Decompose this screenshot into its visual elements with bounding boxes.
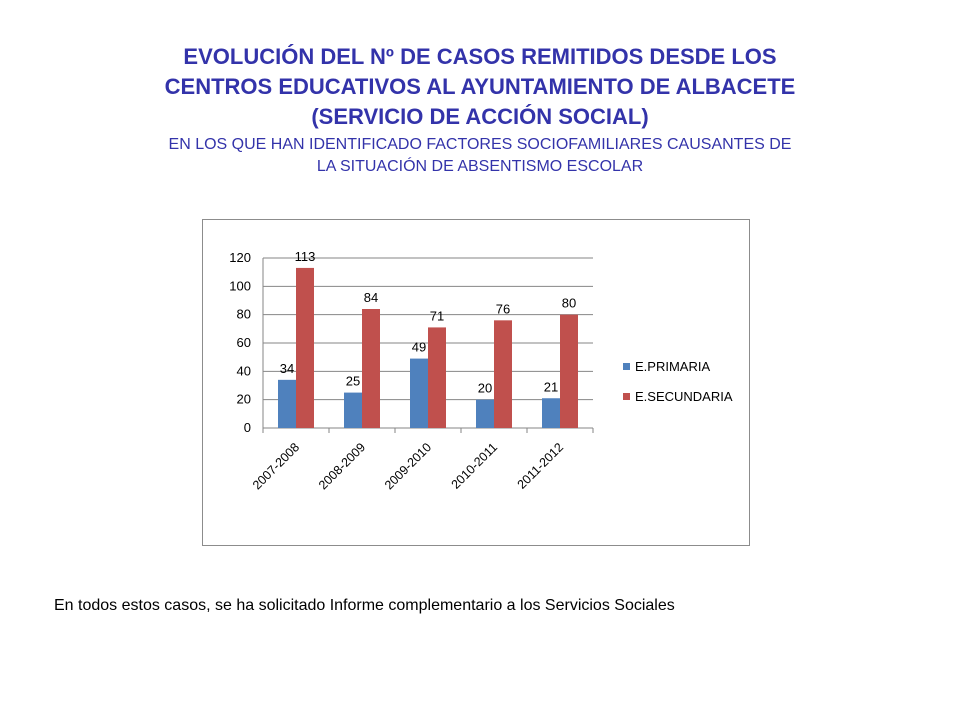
bar — [278, 379, 296, 428]
y-tick-label: 0 — [244, 420, 251, 435]
slide-title: EVOLUCIÓN DEL Nº DE CASOS REMITIDOS DESD… — [164, 44, 796, 129]
data-label: 113 — [295, 249, 316, 264]
chart-frame: 0 20 40 60 80 100 120 34 113 2007-2008 25 84 2008-20… — [202, 219, 750, 546]
legend-swatch — [623, 363, 630, 370]
footnote: En todos estos casos, se ha solicitado I… — [54, 597, 675, 614]
data-label: 49 — [412, 340, 426, 355]
bar — [362, 309, 380, 428]
bar-chart: 0 20 40 60 80 100 120 34 113 2007-2008 25 84 2008-20… — [229, 249, 733, 492]
data-label: 76 — [496, 301, 510, 316]
slide-subtitle: EN LOS QUE HAN IDENTIFICADO FACTORES SOC… — [168, 136, 792, 175]
data-label: 25 — [346, 374, 360, 389]
bar — [344, 392, 362, 428]
bar — [542, 398, 560, 428]
y-tick-label: 120 — [229, 250, 251, 265]
y-tick-label: 100 — [229, 278, 251, 293]
bar — [296, 267, 314, 428]
legend-label: E.SECUNDARIA — [635, 389, 733, 404]
legend-swatch — [623, 393, 630, 400]
bar — [428, 327, 446, 428]
bar — [494, 320, 512, 428]
bar — [476, 399, 494, 428]
x-tick-label: 2008-2009 — [316, 440, 368, 492]
bar — [560, 314, 578, 428]
y-tick-label: 80 — [237, 307, 251, 322]
x-tick-label: 2010-2011 — [449, 440, 501, 492]
data-label: 84 — [364, 290, 378, 305]
x-tick-label: 2011-2012 — [515, 440, 567, 492]
data-label: 71 — [430, 308, 444, 323]
data-label: 34 — [280, 361, 294, 376]
data-label: 20 — [478, 381, 492, 396]
x-tick-label: 2009-2010 — [382, 440, 434, 492]
data-label: 21 — [544, 379, 558, 394]
bar — [410, 358, 428, 428]
y-tick-label: 60 — [237, 335, 251, 350]
legend-label: E.PRIMARIA — [635, 359, 710, 374]
x-tick-label: 2007-2008 — [250, 440, 302, 492]
y-tick-label: 20 — [237, 392, 251, 407]
title-block: EVOLUCIÓN DEL Nº DE CASOS REMITIDOS DESD… — [40, 42, 920, 178]
y-tick-label: 40 — [237, 363, 251, 378]
data-label: 80 — [562, 296, 576, 311]
